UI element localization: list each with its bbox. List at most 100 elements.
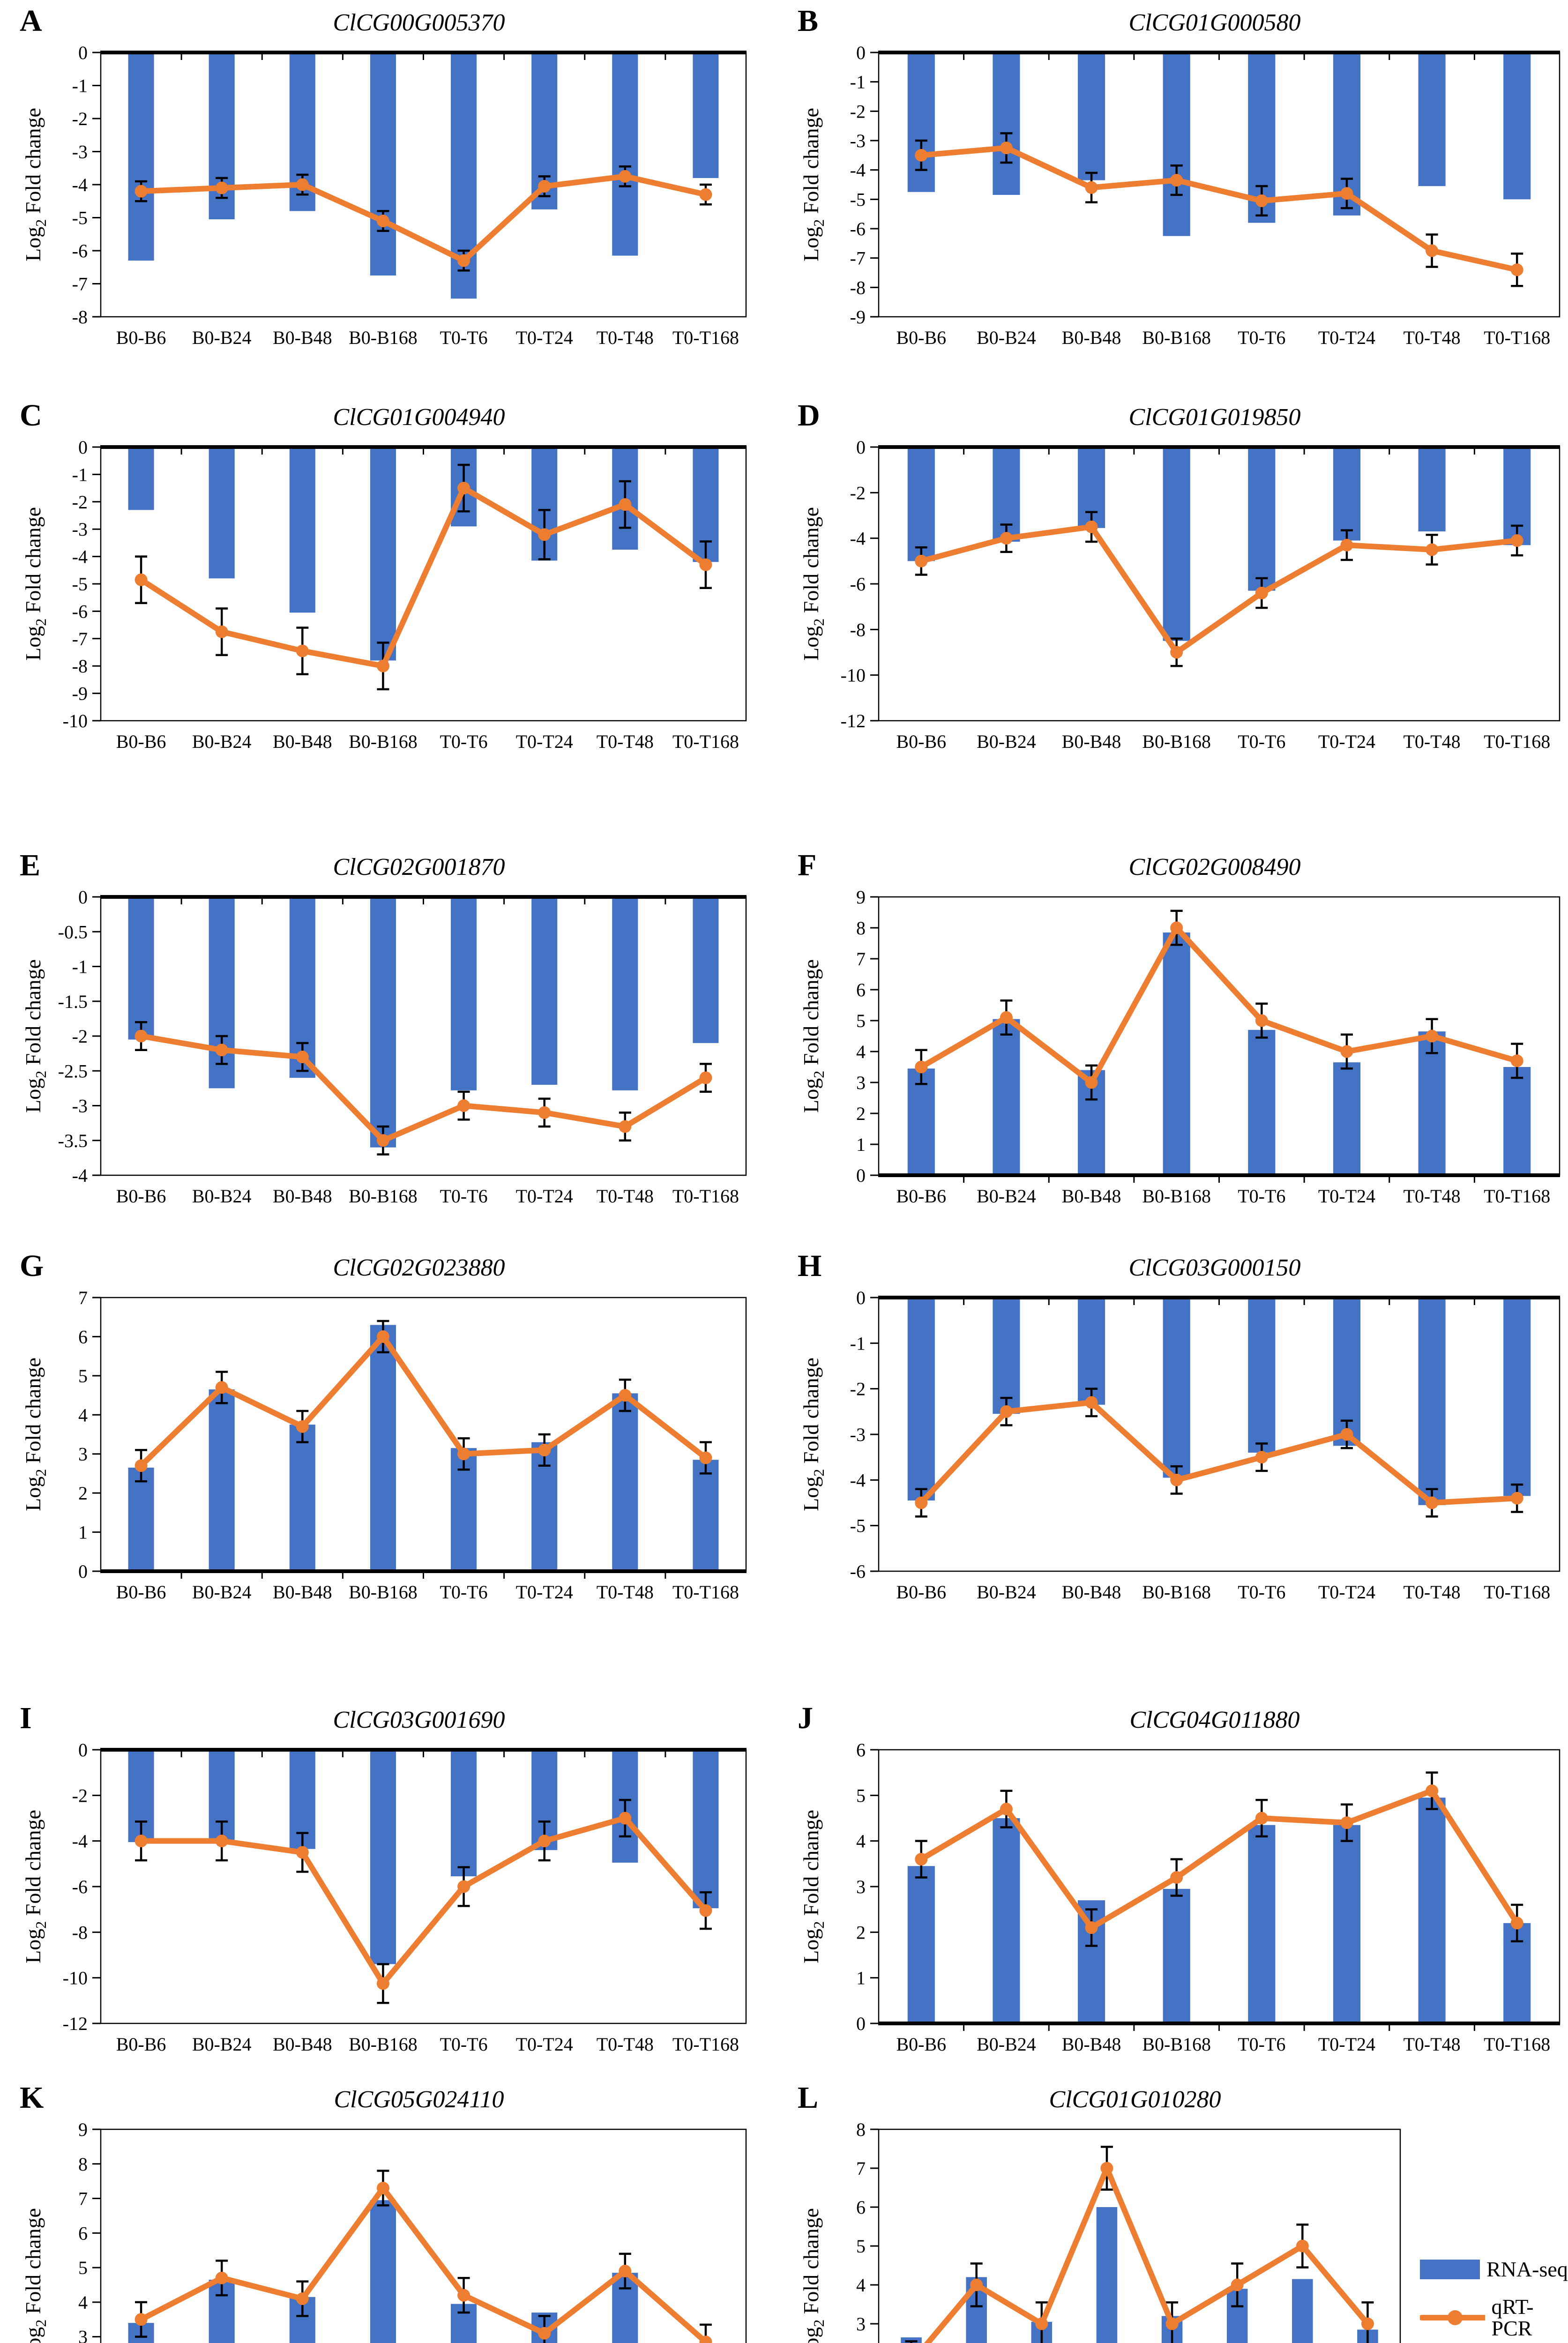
y-tick-label: -6 <box>850 218 866 239</box>
marker-T0-T168 <box>699 188 712 201</box>
panel-c: C ClCG01G004940 0 -1 -2 -3 -4 -5 -6 -7 -8 -9 -10 B0-B… <box>19 398 754 769</box>
y-tick-label: 6 <box>856 2197 866 2218</box>
y-tick-label: -9 <box>850 306 866 328</box>
y-axis: 0 -2 -4 -6 -8 -10 -12 <box>841 437 879 731</box>
qrtpcr-markers <box>970 2162 1374 2330</box>
bar-T0-T6 <box>451 897 477 1091</box>
x-tick-label: B0-B168 <box>349 1582 418 1603</box>
marker-T0-T168 <box>1510 1917 1523 1930</box>
bar-B0-B168 <box>1163 933 1190 1176</box>
marker-T0-T48 <box>619 1389 632 1402</box>
bar-T0-T48 <box>1418 1031 1446 1176</box>
y-tick-label: 3 <box>78 2327 88 2343</box>
panel-b-chart: 0-1-2-3-4-5-6-7-8-9B0-B6 B0-B24 B0-B48 B0-B… <box>799 42 1561 348</box>
panel-letter: J <box>798 1701 813 1735</box>
marker-T0-T24 <box>1340 1428 1353 1441</box>
qrtpcr-markers <box>915 1784 1523 1934</box>
bar-B0-B6 <box>907 1866 935 2024</box>
y-axis-title: Log2 Fold change <box>799 1810 827 1964</box>
y-tick-label: -6 <box>850 1561 866 1582</box>
marker-B0-B24 <box>970 2278 983 2291</box>
y-tick-label: -2.5 <box>58 1061 88 1082</box>
x-tick-label: T0-T168 <box>1484 1582 1550 1603</box>
x-tick-label: B0-B6 <box>116 1186 166 1207</box>
bar-B0-B24 <box>993 52 1020 195</box>
panel-letter: A <box>20 4 42 38</box>
x-tick-label: B0-B24 <box>977 327 1036 348</box>
marker-B0-B168 <box>1170 1474 1183 1487</box>
marker-B0-B168 <box>376 215 389 228</box>
marker-T0-T24 <box>538 1835 551 1848</box>
marker-T0-T48 <box>1426 543 1439 556</box>
x-tick-label: T0-T48 <box>597 327 654 348</box>
y-tick-label: -3 <box>72 519 88 540</box>
panel-letter: E <box>20 848 41 882</box>
rnaseq-bars <box>907 447 1531 642</box>
y-tick-label: 4 <box>78 2292 88 2313</box>
panel-letter: K <box>20 2081 44 2115</box>
y-axis: 9 8 7 6 5 4 3 2 1 0 <box>856 887 879 1186</box>
y-tick-label: -2 <box>850 1379 866 1400</box>
marker-T0-T6 <box>457 1099 470 1112</box>
marker-T0-T6 <box>457 2289 470 2302</box>
marker-B0-B168 <box>1170 646 1183 659</box>
rnaseq-bars <box>128 1325 719 1572</box>
bar-B0-B6 <box>128 897 154 1040</box>
qrtpcr-markers <box>915 921 1523 1089</box>
x-tick-label: T0-T48 <box>1403 731 1460 752</box>
y-tick-label: 4 <box>856 2275 866 2296</box>
y-axis: 0 -0.5 -1 -1.5 -2 -2.5 -3 -3.5 -4 <box>58 887 101 1186</box>
marker-T0-T48 <box>1296 2239 1309 2253</box>
y-tick-label: 3 <box>856 2313 866 2335</box>
y-tick-label: -1 <box>850 72 866 93</box>
y-axis: 0 -1 -2 -3 -4 -5 -6 <box>850 1287 879 1582</box>
x-tick-label: T0-T6 <box>1238 1582 1285 1603</box>
y-tick-label: 8 <box>78 2154 88 2175</box>
y-tick-label: -2 <box>72 492 88 513</box>
panel-d: D ClCG01G019850 0 -2 -4 -6 -8 -10 -12 B0-B6 B0-B24… <box>797 398 1568 769</box>
marker-T0-T48 <box>1426 1784 1439 1798</box>
rnaseq-bars <box>907 1298 1531 1506</box>
y-tick-label: 4 <box>78 1405 88 1426</box>
marker-B0-B6 <box>915 149 928 162</box>
y-tick-label: 2 <box>856 1103 866 1124</box>
x-axis-labels: B0-B6 B0-B24 B0-B48 B0-B168 T0-T6 T0-T24 T0-T4… <box>896 1582 1550 1603</box>
panel-letter: D <box>798 398 820 433</box>
y-tick-label: -2 <box>72 108 88 129</box>
y-tick-label: 0 <box>78 1739 88 1761</box>
legend-rnaseq-label: RNA-seq <box>1486 2257 1568 2281</box>
x-tick-label: T0-T48 <box>1403 1582 1460 1603</box>
plot-border <box>100 896 747 1176</box>
qrtpcr-markers <box>134 1330 712 1472</box>
x-tick-label: T0-T24 <box>516 731 573 752</box>
y-tick-label: 6 <box>856 979 866 1000</box>
x-tick-label: B0-B48 <box>1062 1582 1121 1603</box>
qrtpcr-error-bars <box>135 1799 712 2004</box>
rnaseq-bars <box>901 2207 1378 2343</box>
bar-T0-T6 <box>1248 1825 1276 2024</box>
y-tick-label: 0 <box>856 1287 866 1308</box>
bar-T0-T24 <box>531 897 558 1085</box>
y-tick-label: -4 <box>72 1165 88 1186</box>
y-axis: 0 -2 -4 -6 -8 -10 -12 <box>63 1739 101 2034</box>
plot-border <box>100 1297 747 1572</box>
bar-B0-B168 <box>1163 1298 1190 1478</box>
y-tick-label: -2 <box>72 1785 88 1806</box>
rnaseq-bars <box>128 2200 638 2343</box>
panel-l: LClCG01G010280876543210B0-B6B0-B24B0-B48… <box>797 2081 1568 2343</box>
marker-T0-T6 <box>1255 587 1268 600</box>
panel-h-chart: 0 -1 -2 -3 -4 -5 -6 B0-B6 B0-B24 B0-B48 B0-B168 T0-… <box>799 1287 1561 1603</box>
x-tick-label: B0-B168 <box>1142 731 1211 752</box>
x-tick-label: B0-B168 <box>1142 1186 1211 1207</box>
marker-T0-T6 <box>1255 1451 1268 1464</box>
panel-title: ClCG01G010280 <box>1049 2086 1221 2113</box>
panel-j-chart: 6 5 4 3 2 1 0 B0-B6 B0-B24 B0-B48 B0-B168 T0-T6 T0-T… <box>799 1739 1561 2055</box>
y-tick-label: 3 <box>856 1072 866 1093</box>
marker-T0-T6 <box>1255 1014 1268 1027</box>
y-tick-label: -4 <box>850 1470 866 1491</box>
x-tick-label: T0-T168 <box>672 327 739 348</box>
bar-T0-T168 <box>1503 52 1531 200</box>
x-tick-label: B0-B6 <box>116 327 166 348</box>
y-axis-title: Log2 Fold change <box>799 960 827 1113</box>
marker-T0-T48 <box>619 170 632 183</box>
